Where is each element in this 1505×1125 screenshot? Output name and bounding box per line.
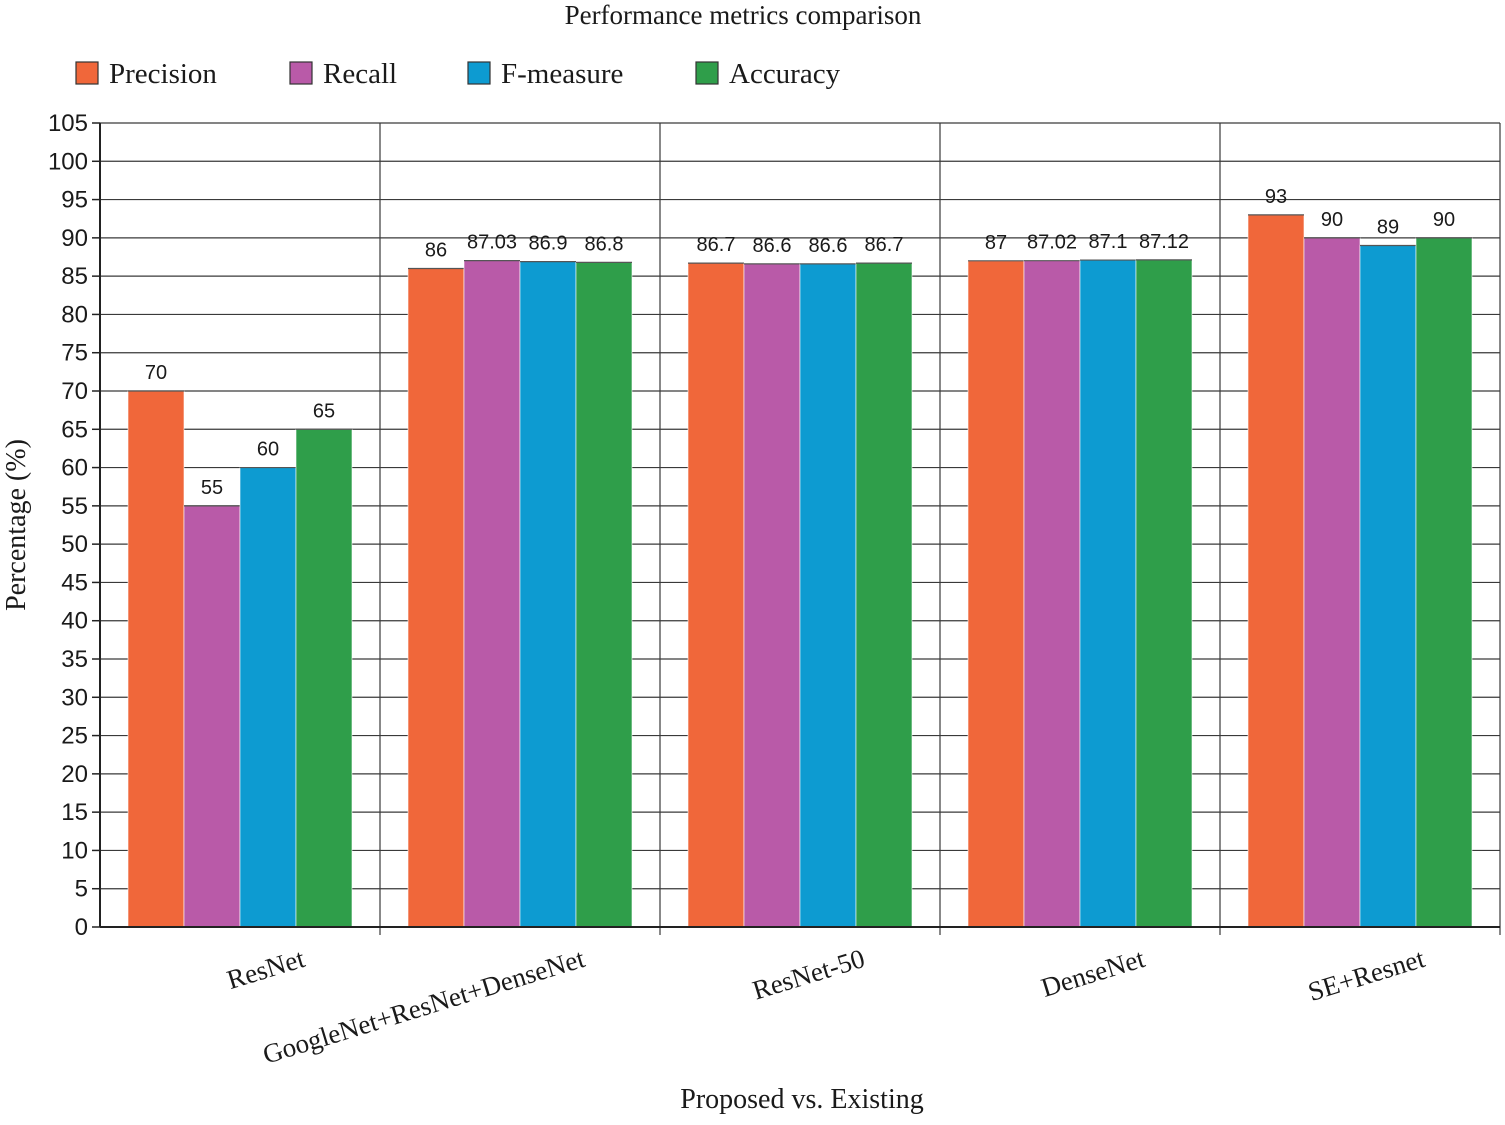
legend-label: Precision	[109, 58, 217, 90]
x-tick-label: SE+Resnet	[1304, 943, 1428, 1007]
y-tick-label: 105	[48, 110, 88, 137]
legend-swatch-accuracy	[695, 61, 719, 85]
bar-accuracy-3	[1135, 259, 1193, 928]
legend-swatch-recall	[289, 61, 313, 85]
y-tick-label: 85	[61, 263, 88, 290]
data-label: 86.8	[585, 233, 624, 255]
data-label: 65	[313, 400, 335, 422]
bar-accuracy-1	[575, 262, 633, 928]
bar-accuracy-4	[1415, 237, 1473, 928]
bar-precision-3	[967, 260, 1025, 928]
bar-precision-0	[127, 390, 185, 928]
bar-precision-4	[1247, 214, 1305, 928]
bar-precision-1	[407, 268, 465, 928]
y-tick-label: 25	[61, 723, 88, 750]
y-tick-label: 50	[61, 531, 88, 558]
y-tick-label: 70	[61, 378, 88, 405]
y-tick-label: 75	[61, 340, 88, 367]
y-tick-label: 0	[75, 914, 88, 941]
legend-label: Recall	[323, 58, 397, 90]
legend-label: F-measure	[501, 58, 623, 90]
chart-title: Performance metrics comparison	[565, 0, 922, 30]
data-label: 86.7	[865, 234, 904, 256]
data-label: 87.03	[467, 232, 517, 254]
bar-f-measure-1	[519, 261, 577, 928]
y-tick-label: 10	[61, 837, 88, 864]
data-label: 93	[1265, 186, 1287, 208]
data-label: 60	[257, 439, 279, 461]
y-tick-label: 60	[61, 455, 88, 482]
y-tick-label: 65	[61, 416, 88, 443]
y-tick-label: 45	[61, 569, 88, 596]
data-label: 86.6	[753, 235, 792, 257]
x-axis-label: Proposed vs. Existing	[680, 1084, 923, 1115]
bar-accuracy-0	[295, 428, 353, 928]
y-axis-label: Percentage (%)	[1, 439, 32, 611]
y-tick-label: 15	[61, 799, 88, 826]
bar-precision-2	[687, 262, 745, 928]
legend-swatch-f-measure	[467, 61, 491, 85]
y-tick-label: 40	[61, 608, 88, 635]
bar-f-measure-0	[239, 467, 297, 928]
bar-recall-3	[1023, 260, 1081, 928]
data-label: 86.7	[697, 234, 736, 256]
y-tick-label: 90	[61, 225, 88, 252]
data-label: 55	[201, 477, 223, 499]
bar-recall-4	[1303, 237, 1361, 928]
value-labels: 70 55 60 65 86 87.03 86.9 86.8 86.7 86.6 86.6 86.7 8…	[145, 186, 1455, 499]
bars	[127, 214, 1473, 928]
bar-f-measure-4	[1359, 245, 1417, 928]
data-label: 70	[145, 362, 167, 384]
data-label: 89	[1377, 217, 1399, 239]
x-tick-label: DenseNet	[1038, 943, 1149, 1003]
y-tick-label: 55	[61, 493, 88, 520]
bar-recall-1	[463, 260, 521, 928]
x-tick-label: ResNet	[223, 943, 308, 995]
x-tick-label: ResNet-50	[749, 943, 868, 1005]
bar-recall-0	[183, 505, 241, 928]
data-label: 87.1	[1089, 231, 1128, 253]
bar-f-measure-2	[799, 263, 857, 928]
data-label: 90	[1321, 209, 1343, 231]
y-tick-label: 100	[48, 148, 88, 175]
x-tick-label: GoogleNet+ResNet+DenseNet	[259, 943, 588, 1070]
y-tick-label: 80	[61, 301, 88, 328]
legend: Precision Recall F-measure Accuracy	[75, 58, 841, 90]
data-label: 86	[425, 239, 447, 261]
bar-accuracy-2	[855, 262, 913, 928]
y-tick-label: 95	[61, 187, 88, 214]
legend-label: Accuracy	[729, 58, 841, 90]
y-tick-label: 35	[61, 646, 88, 673]
data-label: 87.12	[1139, 231, 1189, 253]
y-tick-label: 30	[61, 684, 88, 711]
axes	[92, 122, 1500, 928]
y-tick-label: 5	[75, 876, 88, 903]
y-tick-labels: 0 5 10 15 20 25 30 35 40 45 50 55 60 65 70 75 80 85 90 95 10…	[48, 110, 88, 941]
data-label: 87.02	[1027, 232, 1077, 254]
data-label: 86.9	[529, 233, 568, 255]
legend-swatch-precision	[75, 61, 99, 85]
data-label: 90	[1433, 209, 1455, 231]
bar-recall-2	[743, 263, 801, 928]
data-label: 86.6	[809, 235, 848, 257]
bar-f-measure-3	[1079, 259, 1137, 928]
y-tick-label: 20	[61, 761, 88, 788]
data-label: 87	[985, 232, 1007, 254]
